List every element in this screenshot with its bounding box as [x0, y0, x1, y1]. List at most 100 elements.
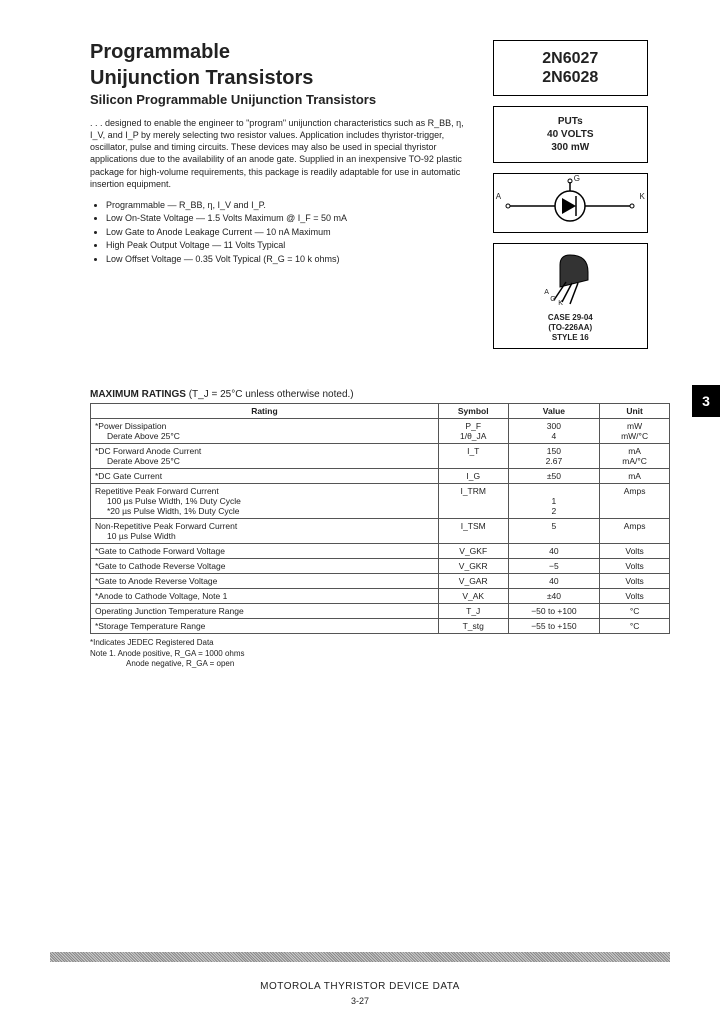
value-cell: ±50: [508, 469, 600, 484]
unit-cell: °C: [600, 604, 670, 619]
symbol-cell: T_J: [438, 604, 508, 619]
list-item: Programmable — R_BB, η, I_V and I_P.: [106, 199, 480, 213]
table-row: Repetitive Peak Forward Current100 µs Pu…: [91, 484, 670, 519]
symbol-cell: I_G: [438, 469, 508, 484]
main-column: Programmable Unijunction Transistors Sil…: [90, 40, 480, 275]
table-row: Non-Repetitive Peak Forward Current10 µs…: [91, 519, 670, 544]
unit-cell: Volts: [600, 544, 670, 559]
table-row: *DC Gate CurrentI_G±50mA: [91, 469, 670, 484]
value-cell: 3004: [508, 419, 600, 444]
value-cell: 40: [508, 574, 600, 589]
package-box: A G K CASE 29-04 (TO-226AA) STYLE 16: [493, 243, 648, 349]
rating-cell: *Gate to Anode Reverse Voltage: [91, 574, 439, 589]
section-thumb-tab: 3: [692, 385, 720, 417]
pkg-pin-k: K: [558, 300, 563, 307]
value-cell: −55 to +150: [508, 619, 600, 634]
rating-cell: Repetitive Peak Forward Current100 µs Pu…: [91, 484, 439, 519]
summary-line: 300 mW: [502, 141, 639, 154]
summary-line: 40 VOLTS: [502, 128, 639, 141]
footnote-line: Note 1. Anode positive, R_GA = 1000 ohms: [90, 649, 670, 659]
rating-cell: *Gate to Cathode Reverse Voltage: [91, 559, 439, 574]
intro-paragraph: . . . designed to enable the engineer to…: [90, 117, 480, 190]
pin-label-k: K: [639, 192, 644, 201]
summary-box: PUTs 40 VOLTS 300 mW: [493, 106, 648, 163]
symbol-cell: V_GAR: [438, 574, 508, 589]
value-cell: 1502.67: [508, 444, 600, 469]
list-item: High Peak Output Voltage — 11 Volts Typi…: [106, 239, 480, 253]
rating-cell: Operating Junction Temperature Range: [91, 604, 439, 619]
value-cell: −50 to +100: [508, 604, 600, 619]
ratings-heading: MAXIMUM RATINGS (T_J = 25°C unless other…: [90, 389, 670, 400]
package-drawing-icon: A G K: [540, 250, 600, 305]
pkg-pin-g: G: [550, 296, 555, 303]
unit-cell: °C: [600, 619, 670, 634]
symbol-cell: T_stg: [438, 619, 508, 634]
symbol-cell: P_F1/θ_JA: [438, 419, 508, 444]
value-cell: 5: [508, 519, 600, 544]
rating-cell: *DC Forward Anode CurrentDerate Above 25…: [91, 444, 439, 469]
table-row: *Gate to Cathode Reverse VoltageV_GKR−5V…: [91, 559, 670, 574]
table-row: *Gate to Cathode Forward VoltageV_GKF40V…: [91, 544, 670, 559]
sidebar-column: 2N6027 2N6028 PUTs 40 VOLTS 300 mW A K G: [493, 40, 648, 359]
value-cell: ±40: [508, 589, 600, 604]
table-header-row: Rating Symbol Value Unit: [91, 404, 670, 419]
col-header-value: Value: [508, 404, 600, 419]
page-number: 3-27: [0, 996, 720, 1006]
summary-line: PUTs: [502, 115, 639, 128]
table-row: *DC Forward Anode CurrentDerate Above 25…: [91, 444, 670, 469]
title-line2: Unijunction Transistors: [90, 66, 480, 90]
unit-cell: mA: [600, 469, 670, 484]
rating-cell: *DC Gate Current: [91, 469, 439, 484]
list-item: Low On-State Voltage — 1.5 Volts Maximum…: [106, 212, 480, 226]
ratings-title-text: MAXIMUM RATINGS: [90, 389, 186, 400]
schematic-symbol-box: A K G: [493, 173, 648, 233]
table-row: *Power DissipationDerate Above 25°CP_F1/…: [91, 419, 670, 444]
rating-cell: *Anode to Cathode Voltage, Note 1: [91, 589, 439, 604]
pin-label-g: G: [574, 174, 580, 183]
col-header-rating: Rating: [91, 404, 439, 419]
symbol-cell: V_AK: [438, 589, 508, 604]
col-header-unit: Unit: [600, 404, 670, 419]
footnote-line: *Indicates JEDEC Registered Data: [90, 638, 670, 648]
value-cell: −5: [508, 559, 600, 574]
rating-cell: *Gate to Cathode Forward Voltage: [91, 544, 439, 559]
unit-cell: Volts: [600, 589, 670, 604]
maximum-ratings-table: Rating Symbol Value Unit *Power Dissipat…: [90, 403, 670, 634]
symbol-cell: I_T: [438, 444, 508, 469]
part-number: 2N6028: [502, 68, 639, 87]
rating-cell: Non-Repetitive Peak Forward Current10 µs…: [91, 519, 439, 544]
subtitle: Silicon Programmable Unijunction Transis…: [90, 92, 480, 107]
unit-cell: mWmW/°C: [600, 419, 670, 444]
footer-decorative-band: [50, 952, 670, 962]
symbol-cell: I_TSM: [438, 519, 508, 544]
unit-cell: Volts: [600, 559, 670, 574]
list-item: Low Offset Voltage — 0.35 Volt Typical (…: [106, 253, 480, 267]
part-number: 2N6027: [502, 49, 639, 68]
footer-text: MOTOROLA THYRISTOR DEVICE DATA: [0, 981, 720, 992]
table-row: Operating Junction Temperature RangeT_J−…: [91, 604, 670, 619]
symbol-cell: I_TRM: [438, 484, 508, 519]
unit-cell: Volts: [600, 574, 670, 589]
unit-cell: mAmA/°C: [600, 444, 670, 469]
case-line: (TO-226AA): [498, 323, 643, 333]
datasheet-page: Programmable Unijunction Transistors Sil…: [0, 0, 720, 689]
table-row: *Storage Temperature RangeT_stg−55 to +1…: [91, 619, 670, 634]
symbol-cell: V_GKF: [438, 544, 508, 559]
rating-cell: *Storage Temperature Range: [91, 619, 439, 634]
footnotes: *Indicates JEDEC Registered Data Note 1.…: [90, 638, 670, 669]
schematic-symbol-icon: [500, 178, 640, 224]
col-header-symbol: Symbol: [438, 404, 508, 419]
ratings-title-note: (T_J = 25°C unless otherwise noted.): [189, 389, 354, 400]
table-row: *Gate to Anode Reverse VoltageV_GAR40Vol…: [91, 574, 670, 589]
pkg-pin-a: A: [544, 289, 549, 296]
feature-list: Programmable — R_BB, η, I_V and I_P. Low…: [90, 199, 480, 267]
table-row: *Anode to Cathode Voltage, Note 1V_AK±40…: [91, 589, 670, 604]
part-number-box: 2N6027 2N6028: [493, 40, 648, 96]
case-line: CASE 29-04: [498, 313, 643, 323]
list-item: Low Gate to Anode Leakage Current — 10 n…: [106, 226, 480, 240]
title-line1: Programmable: [90, 40, 480, 64]
pin-label-a: A: [496, 192, 501, 201]
case-info: CASE 29-04 (TO-226AA) STYLE 16: [498, 309, 643, 342]
rating-cell: *Power DissipationDerate Above 25°C: [91, 419, 439, 444]
case-line: STYLE 16: [498, 333, 643, 343]
